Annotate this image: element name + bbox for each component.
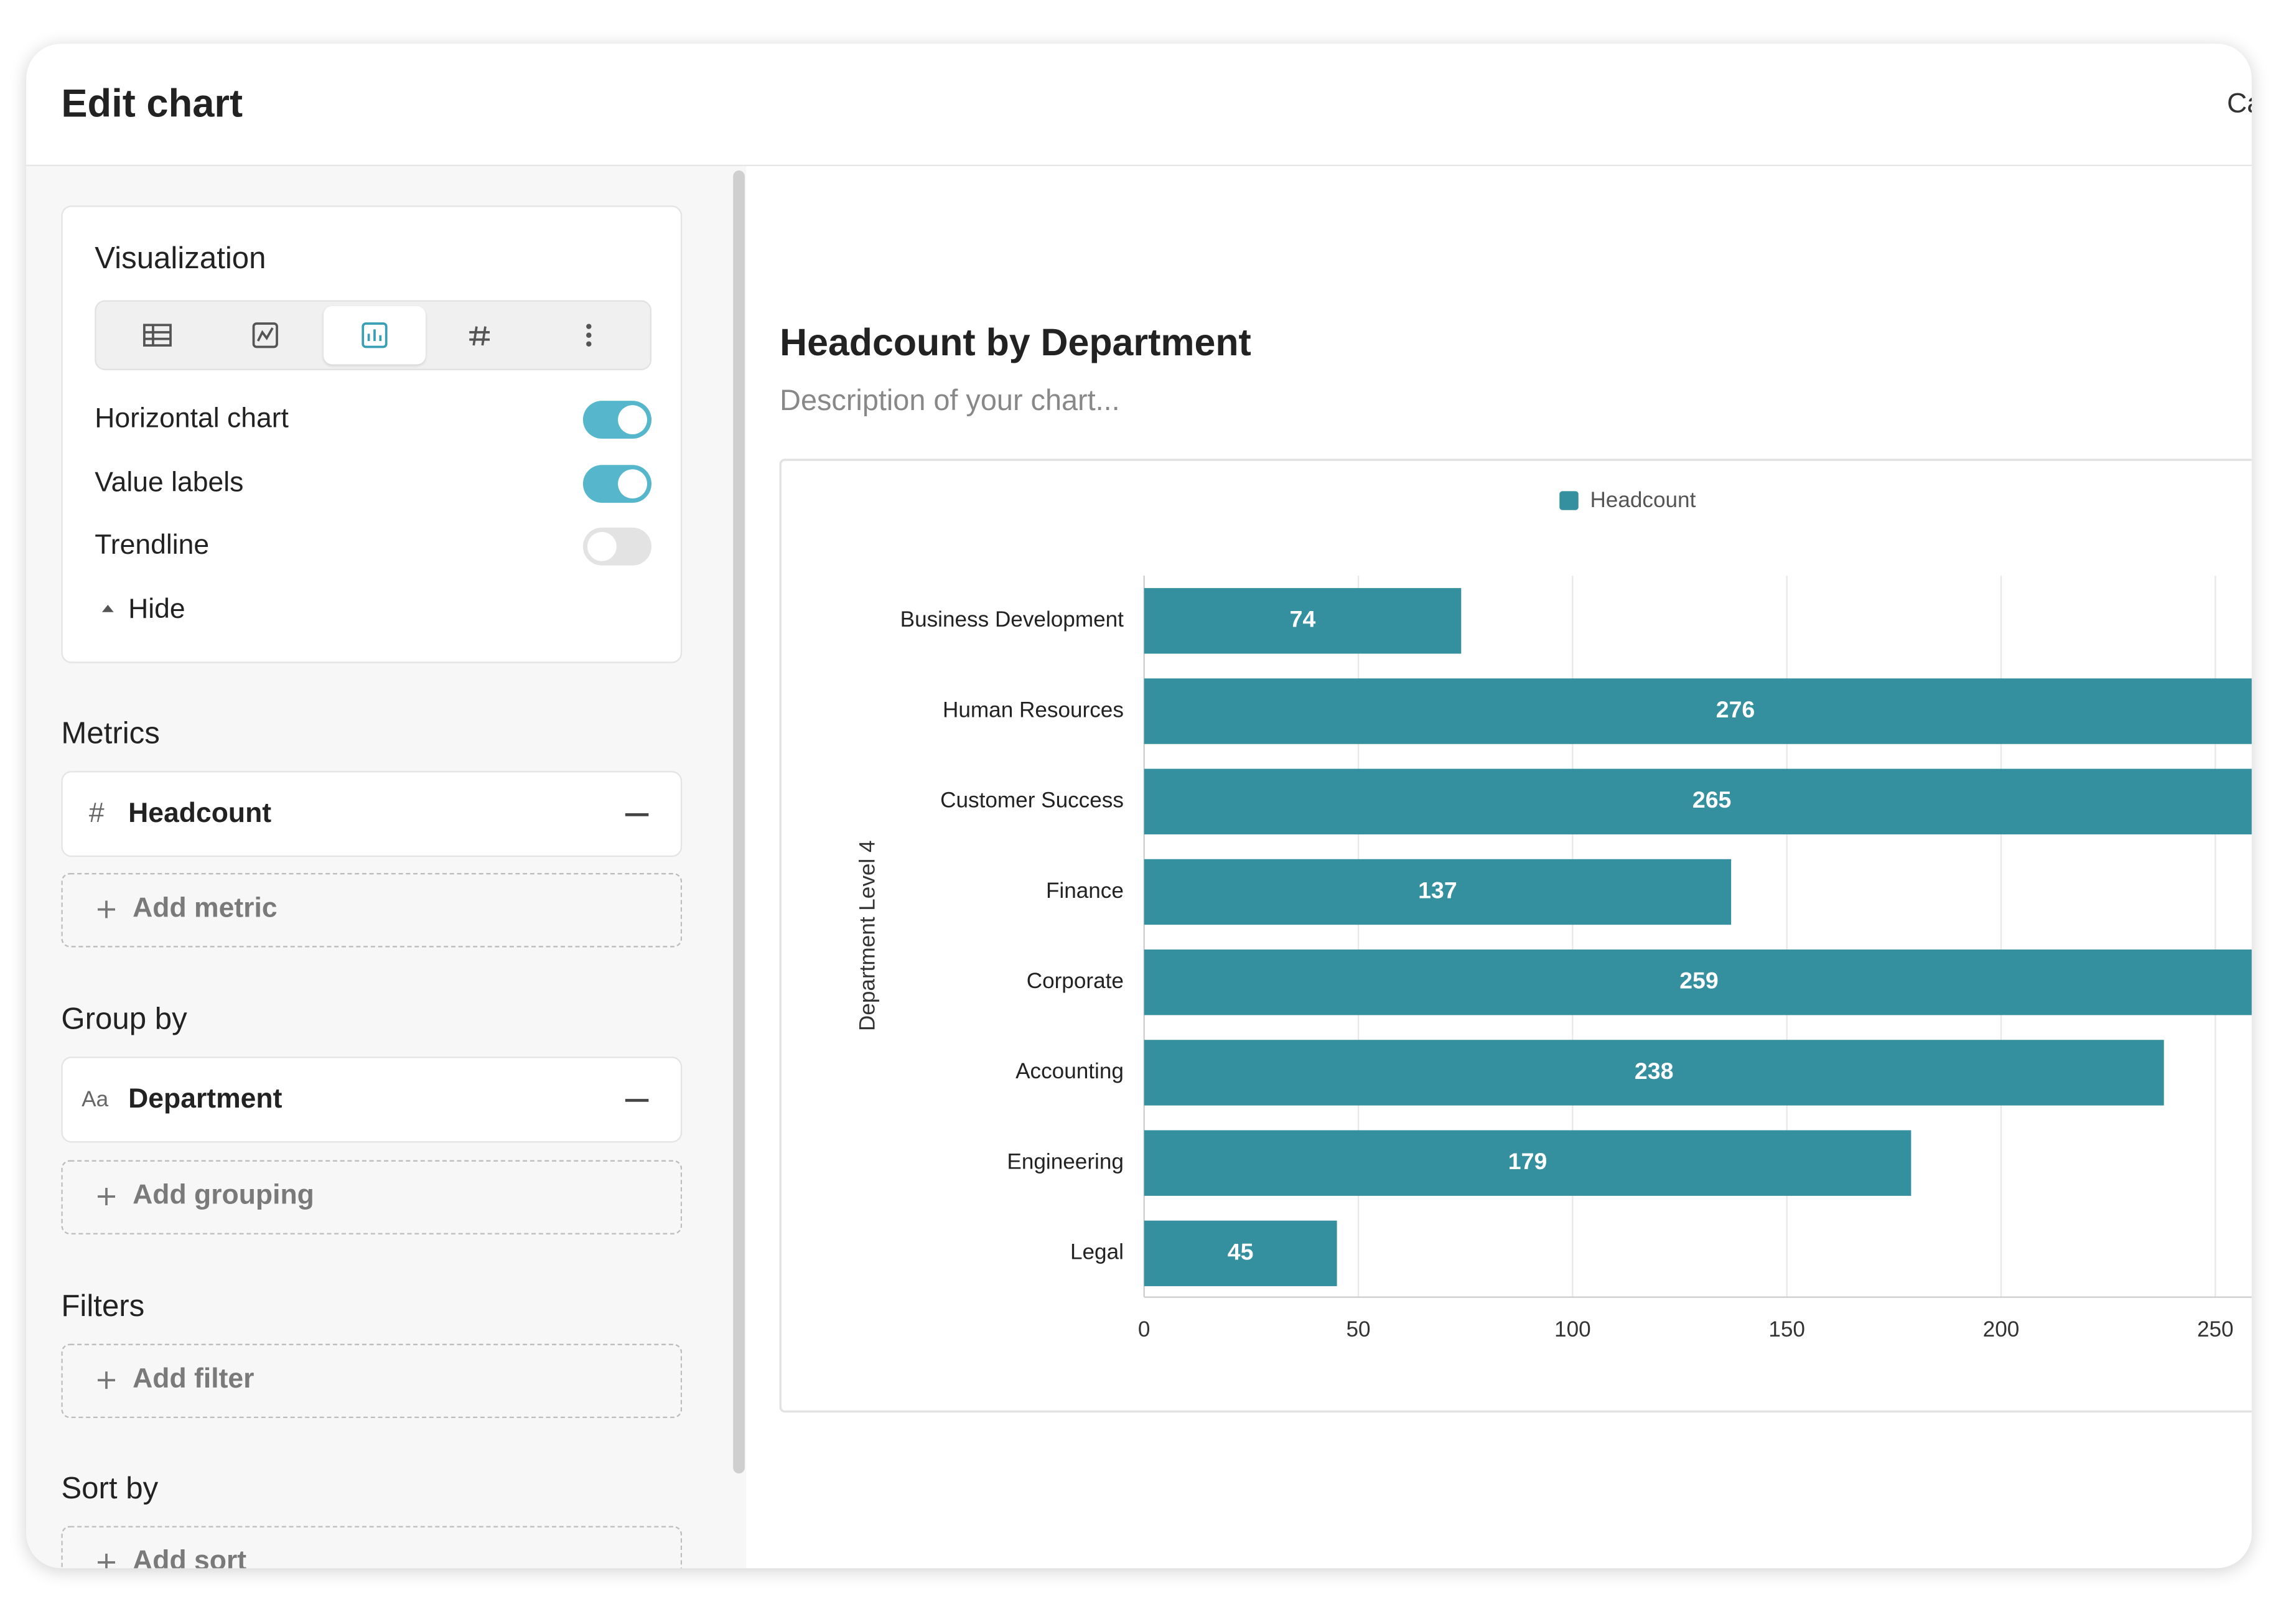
y-axis-title: Department Level 4 (855, 840, 879, 1031)
bar (1144, 950, 2252, 1015)
item-icon: Aa (82, 1087, 109, 1113)
y-tick-label: Legal (1070, 1240, 1124, 1264)
toggle-switch[interactable] (582, 464, 652, 502)
value-label: 137 (1418, 877, 1457, 903)
section-title: Group by (61, 1002, 187, 1037)
toggle-switch[interactable] (582, 527, 652, 566)
chart: Headcount by Department Description of y… (779, 321, 2252, 1413)
toggle-switch[interactable] (582, 401, 652, 439)
section-title: Visualization (95, 241, 266, 276)
value-label: 276 (1716, 696, 1755, 722)
value-label: 179 (1508, 1148, 1547, 1174)
item-icon: # (88, 798, 105, 829)
toggle-knob (618, 405, 647, 435)
x-tick-label: 0 (1138, 1317, 1151, 1342)
plus-icon (97, 1553, 116, 1569)
table-icon[interactable] (143, 324, 172, 347)
metric-item[interactable]: # Headcount (61, 771, 683, 857)
header-title: Edit chart (61, 82, 243, 126)
remove-icon[interactable] (624, 1098, 650, 1103)
add-filter[interactable]: Add filter (61, 1343, 683, 1419)
x-tick-label: 100 (1554, 1317, 1591, 1342)
bar (1144, 1220, 1337, 1287)
cancel-button[interactable]: Cancel (2227, 88, 2252, 120)
bar (1144, 1130, 1912, 1196)
scrollbar[interactable] (733, 170, 745, 1474)
bar-icon[interactable] (362, 322, 388, 348)
option-label: Trendline (95, 530, 210, 561)
header: Edit chart Cancel (26, 44, 2252, 167)
x-tick-label: 150 (1768, 1317, 1805, 1342)
value-label: 259 (1679, 968, 1719, 994)
y-tick-label: Engineering (1007, 1149, 1123, 1174)
remove-icon[interactable] (624, 812, 650, 818)
y-tick-label: Business Development (900, 607, 1124, 632)
item-label: Headcount (128, 798, 272, 829)
add-label: Add filter (133, 1364, 254, 1395)
section-title: Metrics (61, 717, 160, 751)
toggle-knob (587, 531, 617, 561)
number-icon[interactable] (469, 326, 490, 346)
add-metric[interactable]: Add metric (61, 873, 683, 948)
add-label: Add metric (133, 893, 278, 925)
value-label: 265 (1692, 786, 1732, 813)
legend-swatch (1559, 491, 1579, 510)
more-icon[interactable] (586, 324, 592, 347)
add-label: Add grouping (133, 1180, 314, 1211)
add-label: Add sort (133, 1546, 247, 1569)
x-tick-label: 200 (1983, 1317, 2020, 1342)
chart-type-bar (95, 300, 652, 370)
add-sort[interactable]: Add sort (61, 1526, 683, 1569)
line-icon[interactable] (252, 322, 278, 348)
chart-title: Headcount by Department (780, 321, 1251, 363)
chart-subtitle: Description of your chart... (780, 384, 1120, 416)
plus-icon (97, 1371, 116, 1389)
chart-panel (779, 459, 2252, 1413)
section-title: Sort by (61, 1472, 159, 1506)
value-label: 238 (1635, 1058, 1674, 1084)
y-tick-label: Customer Success (940, 788, 1124, 813)
hide-arrow (101, 605, 114, 612)
y-tick-label: Finance (1046, 879, 1124, 903)
sidebar: Visualization Horizontal chart Value labe… (26, 166, 747, 1569)
value-label: 74 (1290, 606, 1316, 632)
group-item[interactable]: Aa Department (61, 1057, 683, 1143)
value-label: 45 (1228, 1238, 1254, 1264)
add-grouping[interactable]: Add grouping (61, 1160, 683, 1234)
item-label: Department (128, 1084, 282, 1115)
bar (1144, 1040, 2164, 1106)
bar (1144, 678, 2252, 744)
legend-label: Headcount (1590, 488, 1696, 512)
option-label: Horizontal chart (95, 403, 289, 435)
section-title: Filters (61, 1289, 145, 1323)
modal: Edit chart Cancel Visualization Horizont (26, 44, 2252, 1569)
x-tick-label: 250 (2197, 1317, 2234, 1342)
y-tick-label: Corporate (1027, 969, 1124, 993)
bar (1144, 768, 2252, 834)
plus-icon (97, 1187, 116, 1206)
toggle-knob (618, 469, 647, 498)
type-icons (143, 322, 592, 348)
plus-icon (97, 900, 116, 918)
x-tick-label: 50 (1346, 1317, 1370, 1342)
visualization-card: Visualization Horizontal chart Value labe… (61, 205, 683, 663)
bar (1144, 859, 1732, 925)
option-label: Value labels (95, 467, 244, 498)
hide-toggle[interactable]: Hide (128, 594, 185, 625)
y-tick-label: Human Resources (943, 698, 1124, 722)
y-tick-label: Accounting (1015, 1059, 1124, 1083)
bar (1144, 588, 1462, 654)
